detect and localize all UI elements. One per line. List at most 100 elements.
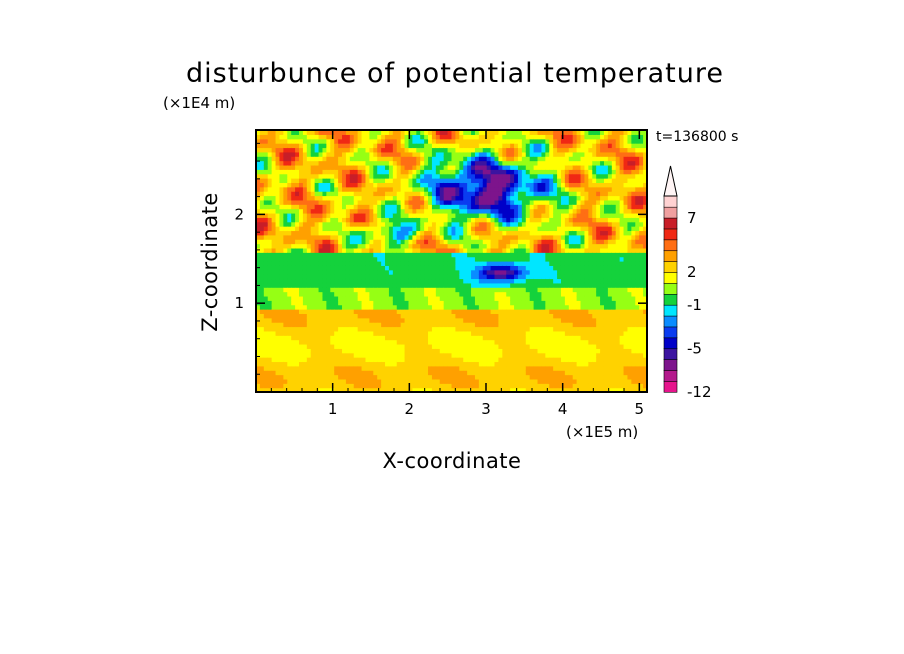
field-cell bbox=[377, 204, 382, 210]
field-cell bbox=[553, 387, 558, 392]
field-cell bbox=[455, 156, 460, 162]
field-cell bbox=[400, 274, 406, 280]
field-cell bbox=[424, 212, 429, 218]
field-cell bbox=[373, 160, 378, 166]
field-cell bbox=[572, 239, 578, 245]
field-cell bbox=[314, 343, 320, 349]
field-cell bbox=[447, 173, 453, 179]
field-cell bbox=[494, 274, 500, 280]
field-cell bbox=[572, 204, 578, 210]
field-cell bbox=[467, 143, 472, 149]
field-cell bbox=[486, 191, 492, 197]
field-cell bbox=[357, 252, 363, 258]
field-cell bbox=[295, 134, 300, 140]
field-cell bbox=[549, 204, 554, 210]
field-cell bbox=[490, 330, 496, 336]
field-cell bbox=[467, 169, 472, 175]
field-cell bbox=[385, 274, 390, 280]
field-cell bbox=[353, 247, 359, 253]
field-cell bbox=[318, 343, 324, 349]
field-cell bbox=[435, 326, 441, 332]
field-cell bbox=[576, 164, 582, 170]
field-cell bbox=[545, 313, 550, 319]
field-cell bbox=[455, 378, 460, 384]
field-cell bbox=[435, 365, 441, 371]
field-cell bbox=[455, 147, 460, 153]
field-cell bbox=[322, 234, 327, 240]
field-cell bbox=[541, 156, 546, 162]
field-cell bbox=[267, 352, 273, 358]
field-cell bbox=[279, 130, 284, 135]
field-cell bbox=[428, 357, 433, 363]
field-cell bbox=[400, 199, 406, 205]
field-cell bbox=[412, 130, 417, 135]
field-cell bbox=[322, 295, 327, 301]
field-cell bbox=[306, 199, 312, 205]
field-cell bbox=[498, 156, 503, 162]
field-cell bbox=[521, 300, 527, 306]
field-cell bbox=[283, 151, 288, 157]
field-cell bbox=[564, 217, 570, 223]
field-cell bbox=[267, 269, 273, 275]
field-cell bbox=[377, 295, 382, 301]
field-cell bbox=[443, 343, 449, 349]
field-cell bbox=[361, 173, 367, 179]
field-cell bbox=[396, 361, 402, 367]
field-cell bbox=[275, 309, 281, 314]
field-cell bbox=[564, 247, 570, 253]
field-cell bbox=[400, 256, 406, 262]
field-cell bbox=[494, 221, 500, 227]
field-cell bbox=[314, 287, 320, 293]
field-cell bbox=[467, 287, 472, 293]
field-cell bbox=[396, 130, 402, 135]
field-cell bbox=[517, 322, 523, 328]
field-cell bbox=[549, 378, 554, 384]
field-cell bbox=[463, 199, 468, 205]
field-cell bbox=[420, 191, 425, 197]
field-cell bbox=[330, 287, 335, 293]
field-cell bbox=[424, 352, 429, 358]
field-cell bbox=[486, 147, 492, 153]
field-cell bbox=[545, 348, 550, 354]
field-cell bbox=[412, 378, 417, 384]
field-cell bbox=[302, 234, 308, 240]
field-cell bbox=[302, 269, 308, 275]
field-cell bbox=[256, 138, 261, 144]
field-cell bbox=[345, 191, 351, 197]
field-cell bbox=[408, 164, 413, 170]
field-cell bbox=[416, 317, 421, 323]
field-cell bbox=[435, 186, 441, 192]
field-cell bbox=[424, 387, 429, 392]
field-cell bbox=[463, 357, 468, 363]
field-cell bbox=[424, 178, 429, 183]
field-cell bbox=[275, 343, 281, 349]
field-cell bbox=[572, 147, 578, 153]
field-cell bbox=[474, 269, 480, 275]
field-cell bbox=[306, 234, 312, 240]
field-cell bbox=[369, 304, 374, 310]
field-cell bbox=[361, 178, 367, 183]
field-cell bbox=[474, 256, 480, 262]
field-cell bbox=[326, 326, 331, 332]
field-cell bbox=[310, 230, 316, 236]
field-cell bbox=[314, 138, 320, 144]
field-cell bbox=[451, 339, 457, 345]
field-cell bbox=[533, 261, 539, 266]
field-cell bbox=[353, 143, 359, 149]
field-cell bbox=[322, 182, 327, 188]
field-cell bbox=[428, 217, 433, 223]
field-cell bbox=[510, 330, 515, 336]
field-cell bbox=[256, 243, 261, 249]
field-cell bbox=[275, 164, 281, 170]
field-cell bbox=[510, 326, 515, 332]
field-cell bbox=[310, 269, 316, 275]
field-cell bbox=[396, 252, 402, 258]
field-cell bbox=[361, 226, 367, 232]
field-cell bbox=[572, 339, 578, 345]
field-cell bbox=[259, 160, 265, 166]
field-cell bbox=[381, 313, 386, 319]
field-cell bbox=[381, 239, 386, 245]
field-cell bbox=[560, 195, 566, 201]
field-cell bbox=[271, 352, 277, 358]
field-cell bbox=[451, 156, 457, 162]
